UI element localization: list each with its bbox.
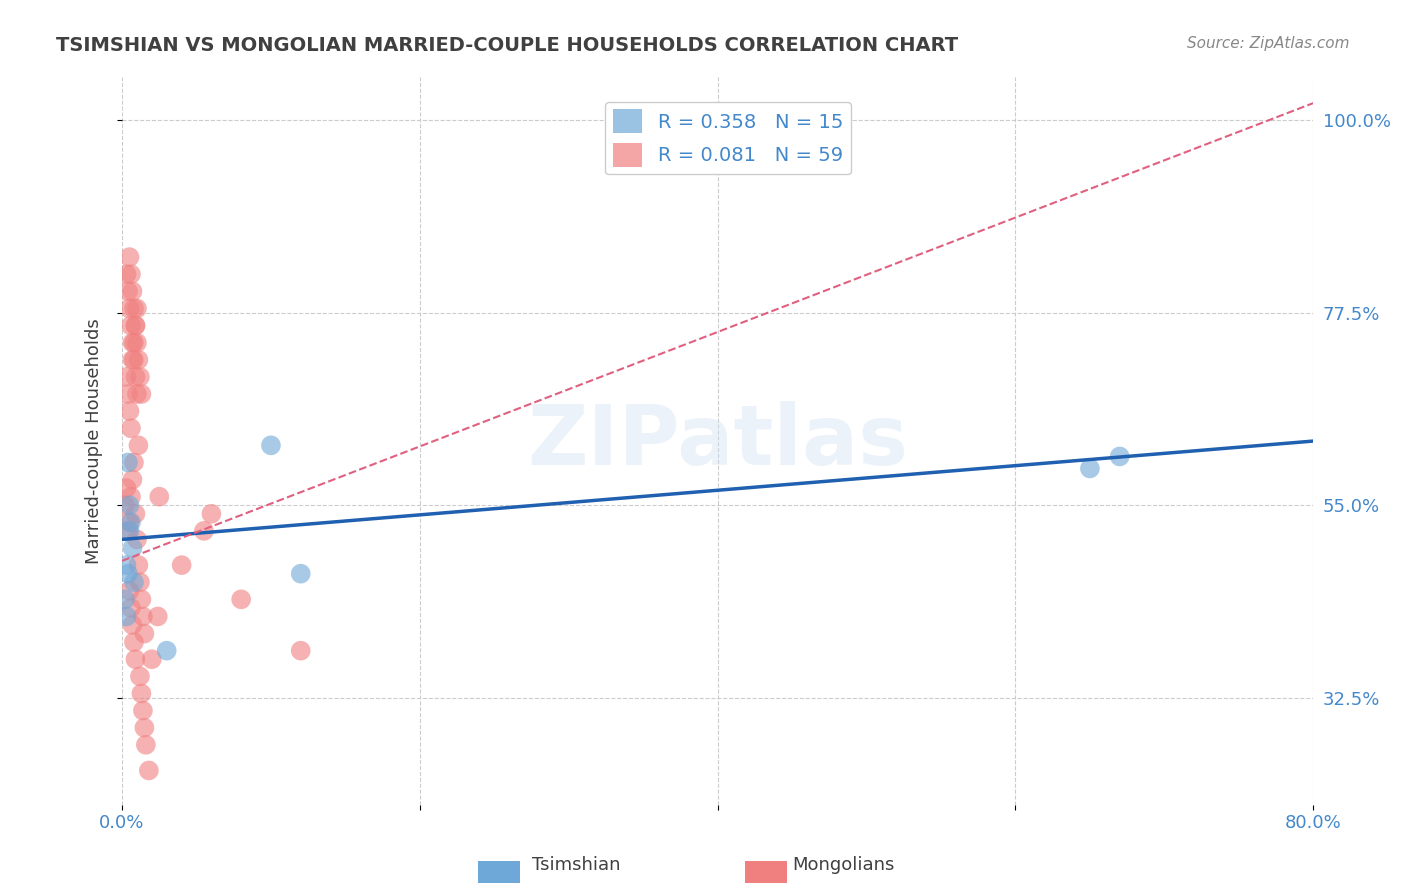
Text: Tsimshian: Tsimshian xyxy=(533,856,620,874)
Text: Source: ZipAtlas.com: Source: ZipAtlas.com xyxy=(1187,36,1350,51)
Point xyxy=(129,669,152,683)
Point xyxy=(127,558,149,573)
Text: Mongolians: Mongolians xyxy=(793,856,894,874)
Text: ZIPatlas: ZIPatlas xyxy=(527,401,908,482)
Point xyxy=(125,335,148,350)
Point xyxy=(156,643,179,657)
Point xyxy=(120,600,142,615)
Point xyxy=(121,618,143,632)
Legend: R = 0.358   N = 15, R = 0.081   N = 59: R = 0.358 N = 15, R = 0.081 N = 59 xyxy=(605,102,851,175)
Y-axis label: Married-couple Households: Married-couple Households xyxy=(86,318,103,564)
Point xyxy=(231,592,253,607)
Point xyxy=(132,704,155,718)
Point xyxy=(127,352,149,367)
Point xyxy=(146,609,169,624)
Point xyxy=(118,516,141,530)
Point xyxy=(122,352,145,367)
Point xyxy=(129,575,152,590)
Point xyxy=(115,609,138,624)
Point xyxy=(118,250,141,264)
Point xyxy=(118,301,141,316)
Point xyxy=(200,507,222,521)
Point xyxy=(120,318,142,333)
Point xyxy=(121,541,143,555)
Point xyxy=(120,490,142,504)
Point xyxy=(290,643,312,657)
Point xyxy=(118,404,141,418)
Point xyxy=(132,609,155,624)
Point xyxy=(118,524,141,538)
Text: TSIMSHIAN VS MONGOLIAN MARRIED-COUPLE HOUSEHOLDS CORRELATION CHART: TSIMSHIAN VS MONGOLIAN MARRIED-COUPLE HO… xyxy=(56,36,959,54)
Point xyxy=(121,473,143,487)
Point xyxy=(115,370,138,384)
Point xyxy=(124,507,146,521)
Point xyxy=(127,438,149,452)
Point xyxy=(131,592,153,607)
Point xyxy=(121,285,143,299)
Point xyxy=(134,626,156,640)
Point xyxy=(115,558,138,573)
Point xyxy=(290,566,312,581)
Point xyxy=(120,516,142,530)
Point xyxy=(118,583,141,598)
Point xyxy=(117,524,139,538)
Point xyxy=(141,652,163,666)
Point xyxy=(124,370,146,384)
Point xyxy=(121,352,143,367)
Point xyxy=(135,738,157,752)
Point xyxy=(124,318,146,333)
Point xyxy=(125,533,148,547)
Point xyxy=(114,498,136,512)
Point xyxy=(121,335,143,350)
Point xyxy=(125,387,148,401)
Point xyxy=(122,575,145,590)
Point xyxy=(125,301,148,316)
Point xyxy=(115,267,138,281)
Point xyxy=(131,686,153,700)
Point xyxy=(115,481,138,495)
Point xyxy=(117,285,139,299)
Point xyxy=(118,498,141,512)
Point xyxy=(148,490,170,504)
Point xyxy=(122,455,145,469)
Point xyxy=(129,370,152,384)
Point xyxy=(117,455,139,469)
Point xyxy=(114,592,136,607)
Point xyxy=(260,438,283,452)
Point xyxy=(117,387,139,401)
Point xyxy=(1108,450,1130,464)
Point xyxy=(120,267,142,281)
Point xyxy=(124,652,146,666)
Point xyxy=(1078,461,1101,475)
Point xyxy=(122,335,145,350)
Point xyxy=(131,387,153,401)
Point xyxy=(117,566,139,581)
Point xyxy=(138,764,160,778)
Point xyxy=(124,318,146,333)
Point xyxy=(122,635,145,649)
Point xyxy=(122,301,145,316)
Point xyxy=(170,558,193,573)
Point xyxy=(134,721,156,735)
Point xyxy=(193,524,215,538)
Point xyxy=(120,421,142,435)
